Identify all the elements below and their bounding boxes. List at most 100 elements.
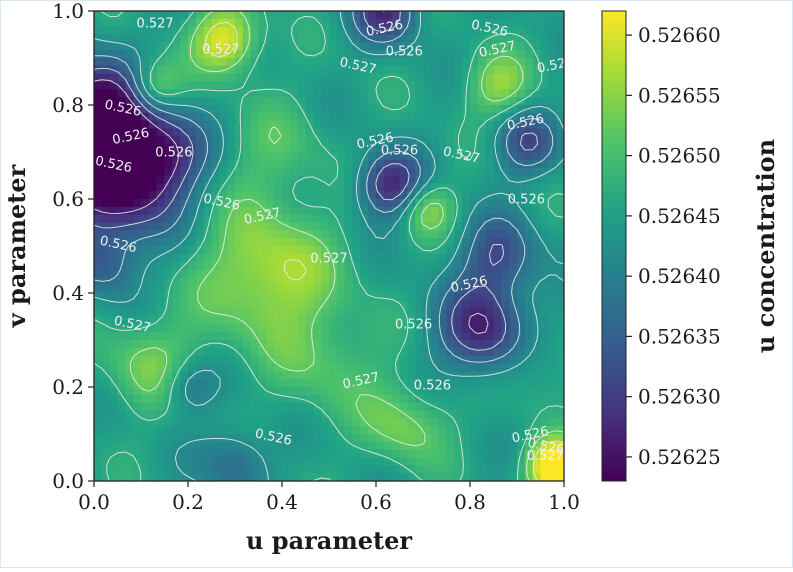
heatmap-cell	[352, 144, 361, 153]
heatmap-cell	[391, 120, 401, 130]
heatmap-cell	[470, 230, 479, 239]
heatmap-cell	[368, 308, 377, 318]
heatmap-cell	[250, 50, 260, 59]
colorbar-tick-label: 0.52630	[638, 385, 721, 409]
heatmap-cell	[282, 159, 291, 169]
heatmap-cell	[313, 293, 322, 302]
heatmap-cell	[313, 42, 322, 51]
heatmap-cell	[517, 199, 526, 208]
heatmap-cell	[321, 355, 330, 365]
heatmap-cell	[172, 238, 181, 247]
heatmap-cell	[383, 402, 393, 412]
heatmap-cell	[352, 238, 361, 247]
heatmap-cell	[274, 402, 283, 412]
heatmap-cell	[423, 50, 432, 59]
heatmap-cell	[266, 159, 275, 169]
heatmap-cell	[360, 465, 369, 474]
heatmap-cell	[477, 238, 487, 247]
heatmap-cell	[415, 363, 424, 372]
heatmap-cell	[344, 449, 354, 459]
heatmap-cell	[94, 191, 103, 200]
heatmap-cell	[219, 379, 228, 388]
heatmap-cell	[156, 347, 166, 357]
heatmap-cell	[289, 65, 299, 75]
heatmap-cell	[368, 183, 377, 192]
heatmap-cell	[446, 97, 455, 106]
heatmap-cell	[164, 418, 173, 427]
heatmap-cell	[352, 120, 361, 130]
heatmap-cell	[133, 26, 142, 36]
heatmap-cell	[517, 449, 526, 459]
heatmap-cell	[172, 183, 181, 192]
heatmap-cell	[188, 293, 197, 302]
heatmap-cell	[360, 402, 369, 412]
heatmap-cell	[289, 293, 299, 302]
heatmap-cell	[329, 340, 338, 349]
y-tick-label: 0.2	[52, 375, 84, 399]
heatmap-cell	[524, 402, 534, 412]
heatmap-cell	[125, 441, 134, 451]
heatmap-cell	[352, 246, 361, 255]
heatmap-cell	[180, 434, 189, 443]
heatmap-cell	[133, 120, 142, 130]
heatmap-cell	[454, 34, 463, 43]
heatmap-cell	[250, 191, 260, 200]
heatmap-cell	[485, 324, 495, 333]
heatmap-cell	[133, 73, 142, 83]
heatmap-cell	[446, 441, 455, 451]
heatmap-cell	[454, 120, 463, 130]
heatmap-cell	[235, 120, 244, 130]
heatmap-cell	[164, 293, 173, 302]
heatmap-cell	[532, 105, 542, 114]
heatmap-cell	[125, 214, 134, 224]
heatmap-cell	[556, 191, 564, 200]
heatmap-cell	[109, 159, 119, 169]
heatmap-cell	[391, 449, 401, 459]
heatmap-cell	[321, 159, 330, 169]
heatmap-cell	[172, 105, 181, 114]
heatmap-cell	[517, 434, 526, 443]
heatmap-cell	[517, 65, 526, 75]
heatmap-cell	[485, 434, 495, 443]
heatmap-cell	[195, 11, 205, 20]
heatmap-cell	[438, 293, 448, 302]
heatmap-cell	[282, 206, 291, 216]
heatmap-cell	[462, 159, 471, 169]
heatmap-cell	[266, 89, 275, 98]
heatmap-cell	[509, 128, 518, 137]
heatmap-cell	[156, 18, 166, 28]
heatmap-cell	[156, 206, 166, 216]
heatmap-cell	[274, 120, 283, 130]
heatmap-cell	[344, 214, 354, 224]
heatmap-cell	[501, 105, 510, 114]
heatmap-cell	[101, 253, 111, 263]
heatmap-cell	[509, 105, 518, 114]
heatmap-cell	[321, 277, 330, 286]
heatmap-cell	[195, 175, 205, 184]
heatmap-cell	[423, 418, 432, 427]
heatmap-cell	[462, 426, 471, 435]
heatmap-cell	[203, 473, 213, 481]
heatmap-cell	[407, 58, 416, 67]
heatmap-cell	[329, 34, 338, 43]
contour-label: 0.527	[310, 251, 347, 266]
heatmap-cell	[211, 105, 220, 114]
heatmap-cell	[477, 379, 487, 388]
heatmap-cell	[399, 402, 408, 412]
heatmap-cell	[462, 457, 471, 466]
heatmap-cell	[517, 277, 526, 286]
heatmap-cell	[493, 300, 502, 310]
heatmap-cell	[250, 371, 260, 380]
heatmap-cell	[540, 144, 549, 153]
heatmap-cell	[485, 199, 495, 208]
heatmap-cell	[556, 18, 564, 28]
heatmap-cell	[376, 457, 385, 466]
heatmap-cell	[258, 238, 267, 247]
heatmap-cell	[415, 387, 424, 396]
heatmap-cell	[540, 206, 549, 216]
heatmap-cell	[517, 214, 526, 224]
heatmap-cell	[352, 206, 361, 216]
heatmap-cell	[548, 120, 557, 130]
heatmap-cell	[203, 97, 213, 106]
heatmap-cell	[313, 332, 322, 341]
